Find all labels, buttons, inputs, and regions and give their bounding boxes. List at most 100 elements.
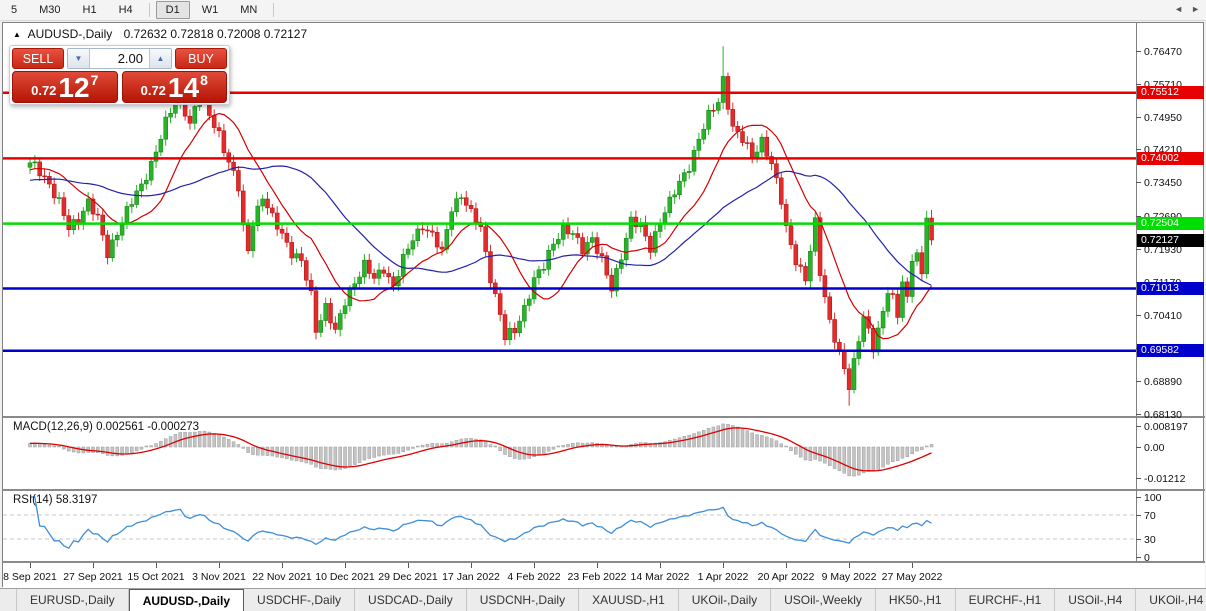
- timeframe-button-w1[interactable]: W1: [201, 4, 219, 16]
- tab-scroll-buttons: ◄ ►: [1170, 4, 1204, 14]
- pane-separator[interactable]: [3, 489, 1205, 491]
- price-axis-tick: [1136, 380, 1141, 382]
- level-price-label-0.72504: 0.72504: [1137, 217, 1204, 231]
- date-axis-tick: [408, 563, 409, 568]
- timeframe-toolbar: 5 M30 H1 H4 D1 W1 MN: [0, 0, 1206, 21]
- chart-tab-hk50-h1[interactable]: HK50-,H1: [876, 589, 956, 611]
- timeframe-button-h1[interactable]: H1: [82, 4, 97, 16]
- date-axis-tick: [786, 563, 787, 568]
- sell-price-pip: 7: [90, 72, 99, 88]
- chart-tab-audusd-daily[interactable]: AUDUSD-,Daily: [128, 589, 245, 611]
- chart-tab-usoil-h4[interactable]: USOil-,H4: [1055, 589, 1137, 611]
- level-price-label-0.74002: 0.74002: [1137, 151, 1204, 165]
- chart-tab-ukoil-daily[interactable]: UKOil-,Daily: [679, 589, 772, 611]
- date-axis-label: 9 May 2022: [821, 571, 877, 583]
- timeframe-button-d1[interactable]: D1: [155, 1, 190, 19]
- chart-tab-usoil-weekly[interactable]: USOil-,Weekly: [771, 589, 876, 611]
- date-axis-label: 15 Oct 2021: [127, 571, 185, 583]
- price-axis-tick: [1136, 51, 1141, 52]
- volume-stepper: ▼ 2.00 ▲: [67, 48, 172, 69]
- level-price-label-0.75512: 0.75512: [1137, 86, 1204, 100]
- date-axis-tick: [156, 563, 157, 568]
- price-axis-tick: [1136, 248, 1141, 250]
- rsi-axis-tick: [1136, 515, 1141, 516]
- chart-ohlc-values: 0.72632 0.72818 0.72008 0.72127: [123, 27, 308, 41]
- pane-separator[interactable]: [3, 416, 1205, 418]
- price-axis-label: 0.68890: [1144, 375, 1182, 388]
- volume-down-button[interactable]: ▼: [68, 49, 90, 68]
- tab-scroll-right-button[interactable]: ►: [1191, 4, 1200, 14]
- macd-axis-tick: [1136, 478, 1141, 479]
- toolbar-separator: [148, 3, 150, 17]
- rsi-axis-label: 70: [1144, 510, 1156, 522]
- macd-axis-label: 0.008197: [1144, 421, 1188, 434]
- axis-separator: [1136, 23, 1137, 563]
- chart-tab-xauusd-h1[interactable]: XAUUSD-,H1: [579, 589, 679, 611]
- buy-price-big: 14: [167, 72, 200, 103]
- chart-tab-eurchf-h1[interactable]: EURCHF-,H1: [956, 589, 1056, 611]
- level-price-label-0.69582: 0.69582: [1137, 344, 1204, 358]
- price-axis-label: 0.74950: [1144, 112, 1182, 125]
- price-axis-tick: [1136, 182, 1141, 184]
- tab-scroll-left-button[interactable]: ◄: [1174, 4, 1184, 14]
- date-axis-tick: [912, 563, 913, 568]
- price-axis-tick: [1136, 84, 1141, 86]
- price-chart-pane[interactable]: [3, 39, 1136, 416]
- date-axis-label: 29 Dec 2021: [378, 571, 438, 583]
- sell-price-prefix: 0.72: [31, 83, 57, 98]
- date-axis-tick: [282, 563, 283, 568]
- date-axis-label: 27 Sep 2021: [63, 571, 123, 583]
- macd-signal-line: [29, 427, 932, 472]
- rsi-pane[interactable]: [3, 493, 1136, 561]
- date-axis-tick: [849, 563, 850, 568]
- toolbar-separator: [273, 3, 275, 17]
- price-axis-label: 0.71930: [1144, 243, 1182, 256]
- date-axis-label: 17 Jan 2022: [442, 571, 500, 583]
- date-axis-label: 20 Apr 2022: [757, 571, 815, 583]
- timeframe-button-mn[interactable]: MN: [240, 4, 258, 16]
- price-axis-tick: [1136, 215, 1141, 217]
- chart-tab-ukoil-h4[interactable]: UKOil-,H4: [1136, 589, 1206, 611]
- macd-pane[interactable]: [3, 420, 1136, 489]
- rsi-header: RSI(14) 58.3197: [13, 494, 98, 506]
- rsi-axis-tick: [1136, 497, 1141, 498]
- collapse-trade-panel-icon[interactable]: ▲: [13, 30, 21, 39]
- sell-button[interactable]: SELL: [12, 48, 64, 69]
- pane-separator: [3, 561, 1205, 563]
- price-axis-tick: [1136, 149, 1141, 151]
- chart-header: ▲ AUDUSD-,Daily 0.72632 0.72818 0.72008 …: [13, 27, 307, 41]
- buy-price-pip: 8: [200, 72, 208, 88]
- date-axis[interactable]: 8 Sep 2021 27 Sep 2021 15 Oct 2021 3 Nov 20…: [3, 563, 1205, 588]
- chart-tab-bar: EURUSD-,Daily AUDUSD-,Daily USDCHF-,Daily U…: [0, 588, 1206, 611]
- timeframe-button-5[interactable]: 5: [11, 4, 18, 16]
- rsi-axis-tick: [1136, 557, 1141, 558]
- date-axis-label: 22 Nov 2021: [252, 571, 312, 583]
- volume-value[interactable]: 2.00: [117, 51, 143, 66]
- chart-tab-usdcad-daily[interactable]: USDCAD-,Daily: [355, 589, 467, 611]
- price-axis-tick: [1136, 117, 1141, 119]
- timeframe-button-h4[interactable]: H4: [118, 4, 133, 16]
- macd-axis-tick: [1136, 447, 1141, 448]
- price-axis-tick: [1136, 314, 1141, 316]
- buy-button[interactable]: BUY: [175, 48, 227, 69]
- chart-tab-usdchf-daily[interactable]: USDCHF-,Daily: [244, 589, 356, 611]
- date-axis-tick: [660, 563, 661, 568]
- sell-price-big: 12: [58, 72, 90, 103]
- rsi-axis-label: 100: [1144, 492, 1162, 504]
- chart-tab-eurusd-daily[interactable]: EURUSD-,Daily: [16, 589, 129, 611]
- macd-header: MACD(12,26,9) 0.002561 -0.000273: [13, 421, 200, 433]
- buy-price-button[interactable]: 0.72 14 8: [121, 71, 227, 103]
- date-axis-tick: [219, 563, 220, 568]
- current-price-label: 0.72127: [1137, 233, 1204, 247]
- price-axis-tick: [1136, 413, 1141, 415]
- timeframe-button-m30[interactable]: M30: [39, 4, 61, 16]
- chart-tab-usdcnh-daily[interactable]: USDCNH-,Daily: [467, 589, 580, 611]
- chart-window[interactable]: ▲ AUDUSD-,Daily 0.72632 0.72818 0.72008 …: [2, 22, 1205, 588]
- macd-axis-tick: [1136, 426, 1141, 428]
- volume-up-button[interactable]: ▲: [149, 49, 171, 68]
- buy-price-prefix: 0.72: [140, 83, 166, 98]
- date-axis-tick: [471, 563, 472, 568]
- date-axis-tick: [534, 563, 535, 568]
- date-axis-label: 23 Feb 2022: [567, 571, 627, 583]
- sell-price-button[interactable]: 0.72 12 7: [12, 71, 118, 103]
